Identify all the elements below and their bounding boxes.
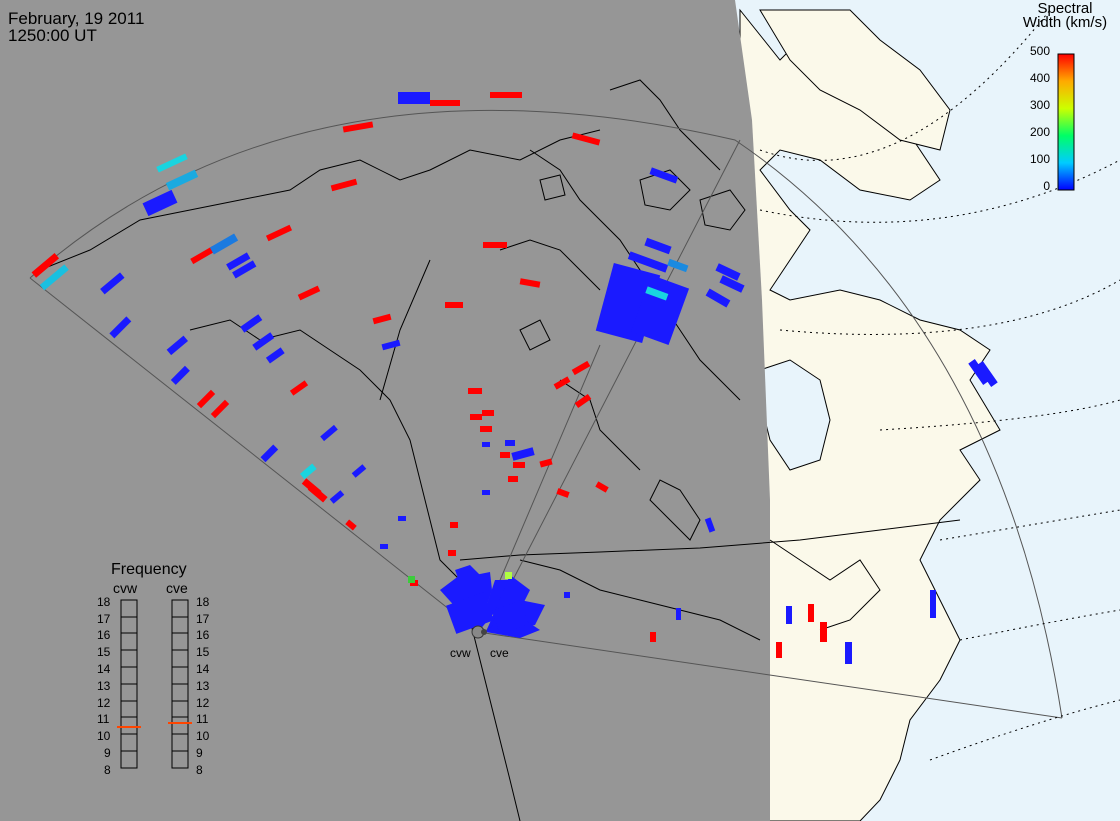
freq-tick-left: 10 <box>97 729 111 743</box>
freq-tick-right: 10 <box>196 729 210 743</box>
scatter-mid-width <box>39 153 689 583</box>
freq-tick-left: 17 <box>97 612 111 626</box>
freq-tick-right: 12 <box>196 696 210 710</box>
colorbar-gradient <box>1057 53 1075 191</box>
date-label: February, 19 2011 <box>8 9 145 28</box>
frequency-radar-cve: cve <box>166 580 188 596</box>
station-label-cve: cve <box>490 646 509 660</box>
freq-tick-left: 12 <box>97 696 111 710</box>
freq-tick-right: 14 <box>196 662 210 676</box>
freq-tick-right: 9 <box>196 746 203 760</box>
radar-fov <box>29 109 1063 719</box>
land-island-north <box>759 9 951 151</box>
colorbar-tick: 300 <box>1029 98 1050 112</box>
frequency-title: Frequency <box>111 561 187 578</box>
scatter-high-width <box>31 92 827 658</box>
freq-tick-left: 15 <box>97 645 111 659</box>
frequency-radar-cvw: cvw <box>113 580 138 596</box>
colorbar-tick: 0 <box>1043 179 1050 193</box>
freq-tick-left: 9 <box>104 746 111 760</box>
freq-tick-right: 11 <box>196 712 209 726</box>
night-shade <box>0 0 770 821</box>
grid-lines <box>759 9 1120 761</box>
freq-tick-right: 15 <box>196 645 210 659</box>
freq-tick-left: 18 <box>97 595 111 609</box>
land-mass-east <box>739 8 1001 821</box>
freq-tick-left: 13 <box>97 679 111 693</box>
freq-tick-right: 8 <box>196 763 203 777</box>
freq-tick-right: 13 <box>196 679 210 693</box>
freq-tick-right: 16 <box>196 628 210 642</box>
colorbar-tick: 500 <box>1029 44 1050 58</box>
time-label: 1250:00 UT <box>8 26 97 45</box>
coastlines <box>39 79 881 821</box>
freq-tick-right: 17 <box>196 612 210 626</box>
freq-tick-left: 8 <box>104 763 111 777</box>
colorbar-tick: 100 <box>1029 152 1050 166</box>
freq-tick-left: 16 <box>97 628 111 642</box>
station-label-cvw: cvw <box>450 646 471 660</box>
scatter-low-width <box>100 92 998 664</box>
colorbar-tick: 400 <box>1029 71 1050 85</box>
colorbar-tick: 200 <box>1029 125 1050 139</box>
freq-tick-left: 11 <box>97 712 110 726</box>
radar-site-cve <box>481 629 487 635</box>
colorbar-title-line1: Spectral <box>1037 0 1093 17</box>
freq-tick-right: 18 <box>196 595 210 609</box>
boundaries <box>379 259 961 561</box>
frequency-scale-dividers <box>121 616 188 752</box>
freq-tick-left: 14 <box>97 662 111 676</box>
colorbar-title-line2: Width (km/s) <box>1022 14 1108 31</box>
